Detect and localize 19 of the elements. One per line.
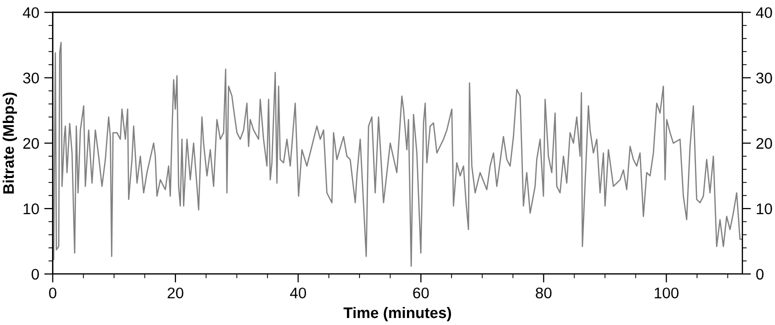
y-tick-label: 20 [23, 138, 39, 149]
y2-tick-label: 40 [756, 7, 772, 18]
y-tick-label: 0 [32, 268, 39, 280]
y2-tick-label: 30 [756, 72, 772, 84]
x-axis-title: Time (minutes) [344, 306, 452, 322]
x-tick-label: 40 [290, 288, 306, 298]
y-tick-label: 10 [24, 203, 39, 214]
line-series [52, 42, 742, 267]
x-tick-label: 20 [168, 288, 184, 298]
y-axis-title: Bitrate (Mbps) [2, 92, 17, 194]
y-tick-label: 30 [23, 72, 39, 84]
y-tick-label: 40 [22, 7, 39, 18]
y2-tick-label: 20 [756, 138, 772, 149]
y2-tick-label: 0 [756, 268, 764, 280]
x-tick-label: 80 [536, 288, 552, 298]
x-tick-label: 0 [49, 288, 56, 298]
x-tick-label: 100 [654, 288, 679, 298]
x-tick-label: 60 [413, 288, 429, 298]
y2-tick-label: 10 [756, 203, 772, 214]
